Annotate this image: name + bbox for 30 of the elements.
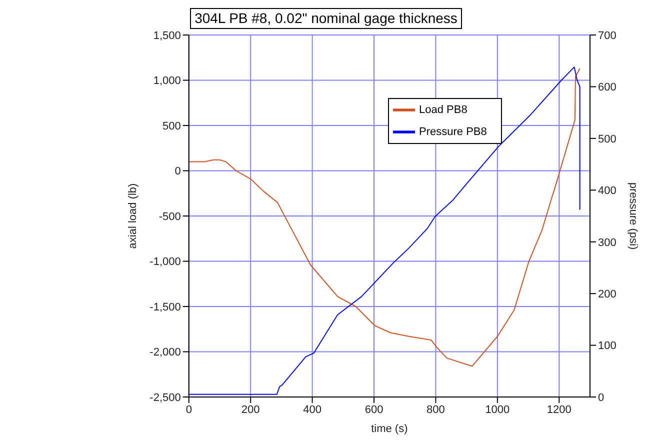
x-tick-label: 400 <box>303 404 322 416</box>
x-tick-label: 1200 <box>546 404 572 416</box>
y-tick-label: -1,500 <box>150 301 181 314</box>
y2-tick-label: 700 <box>598 30 616 42</box>
y-tick-label: 0 <box>174 166 181 178</box>
legend-label: Pressure PB8 <box>419 126 487 138</box>
y-tick-label: 1,000 <box>153 75 181 88</box>
y2-tick-label: 300 <box>598 236 616 249</box>
chart-title: 304L PB #8, 0.02" nominal gage thickness <box>190 8 462 29</box>
y2-tick-label: 200 <box>598 288 616 300</box>
x-tick-label: 0 <box>186 404 192 416</box>
y2-axis-title: pressure (psi) <box>627 182 640 250</box>
x-tick-label: 600 <box>364 404 384 416</box>
y2-tick-label: 400 <box>598 185 616 198</box>
y-tick-label: -2,000 <box>150 346 181 359</box>
legend-label: Load PB8 <box>419 104 468 116</box>
y2-tick-label: 100 <box>598 340 616 352</box>
y-tick-label: 1,500 <box>153 30 181 42</box>
x-tick-label: 200 <box>241 404 260 416</box>
y-tick-label: -2,500 <box>150 392 181 404</box>
y-tick-label: 500 <box>162 120 181 132</box>
y2-tick-label: 500 <box>598 133 616 146</box>
x-axis-title: time (s) <box>371 423 408 435</box>
y2-tick-label: 600 <box>598 82 616 94</box>
y-tick-label: -1,000 <box>150 256 181 268</box>
x-tick-label: 800 <box>426 404 445 416</box>
y-axis-title: axial load (lb) <box>126 183 139 249</box>
y-tick-label: -500 <box>158 210 181 223</box>
x-tick-label: 1000 <box>485 404 510 416</box>
y2-tick-label: 0 <box>598 392 604 404</box>
